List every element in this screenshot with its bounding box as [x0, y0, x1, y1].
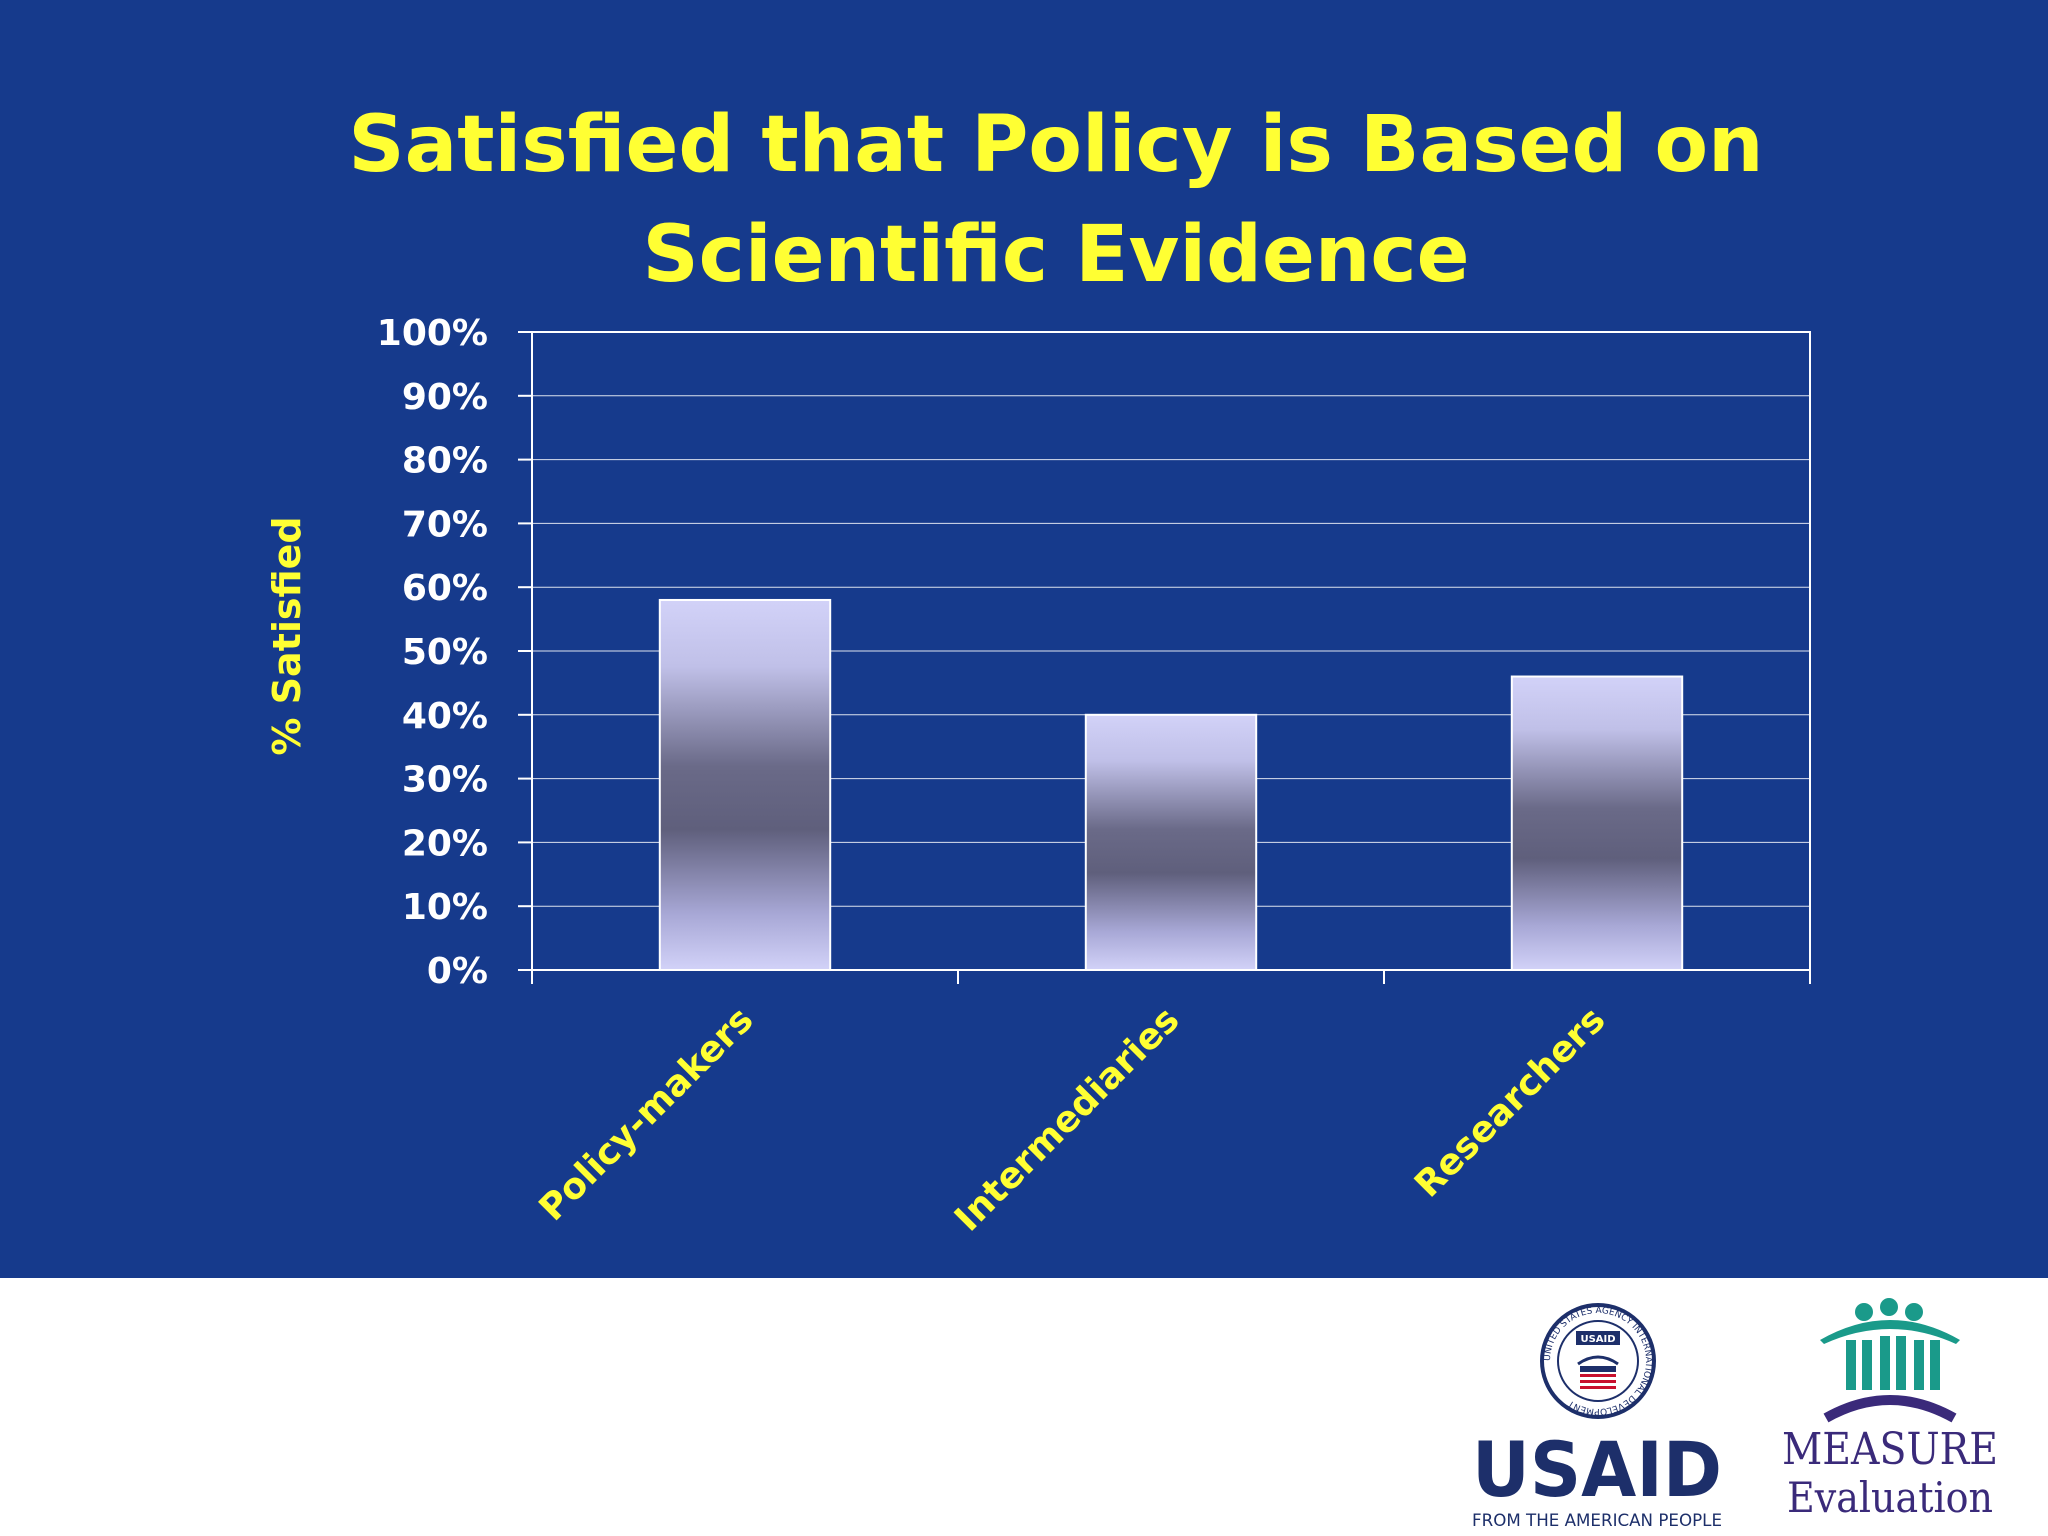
- bar-policy-makers: [658, 598, 832, 972]
- y-tick-label: 20%: [402, 823, 488, 864]
- y-tick-label: 0%: [427, 951, 488, 992]
- bar-researchers: [1510, 675, 1684, 972]
- y-tick-label: 60%: [402, 568, 488, 609]
- y-tick-label: 90%: [402, 377, 488, 418]
- measure-line2: Evaluation: [1787, 1473, 1993, 1522]
- measure-arc: [1823, 1395, 1957, 1423]
- y-tick-label: 30%: [402, 760, 488, 801]
- usaid-seal: UNITED STATES AGENCY INTERNATIONAL DEVEL…: [1540, 1303, 1656, 1419]
- y-tick-labels: 0% 10% 20% 30% 40% 50% 60% 70% 80% 90% 100%: [377, 313, 488, 992]
- usaid-tagline: FROM THE AMERICAN PEOPLE: [1472, 1511, 1722, 1531]
- y-tick-label: 100%: [377, 313, 488, 354]
- x-category-labels: Policy-makers Intermediaries Researchers: [532, 999, 1614, 1239]
- x-category-label: Researchers: [1407, 999, 1613, 1205]
- usaid-wordmark: USAID: [1472, 1425, 1722, 1514]
- x-category-label: Intermediaries: [947, 999, 1187, 1239]
- y-tick-label: 80%: [402, 441, 488, 482]
- y-axis-label: % Satisfied: [265, 516, 309, 755]
- measure-line1: MEASURE: [1782, 1424, 1998, 1475]
- axes: [518, 331, 1811, 984]
- measure-figures-icon: [1820, 1298, 1960, 1390]
- usaid-seal-badge: USAID: [1580, 1334, 1615, 1345]
- y-tick-label: 50%: [402, 632, 488, 673]
- slide-background: [0, 0, 2048, 1278]
- measure-evaluation-logo: MEASURE Evaluation: [1782, 1298, 1998, 1522]
- footer-logos: UNITED STATES AGENCY INTERNATIONAL DEVEL…: [0, 1278, 2048, 1536]
- y-tick-label: 10%: [402, 887, 488, 928]
- bar-chart: 0% 10% 20% 30% 40% 50% 60% 70% 80% 90% 100% Policy…: [265, 313, 1811, 1240]
- bar-intermediaries: [1084, 713, 1258, 971]
- usaid-logo: UNITED STATES AGENCY INTERNATIONAL DEVEL…: [1472, 1303, 1722, 1531]
- chart-title: Satisfied that Policy is Based on Scient…: [348, 100, 1764, 300]
- y-tick-label: 40%: [402, 696, 488, 737]
- bars: [658, 598, 1684, 972]
- y-tick-label: 70%: [402, 504, 488, 545]
- x-category-label: Policy-makers: [532, 999, 762, 1229]
